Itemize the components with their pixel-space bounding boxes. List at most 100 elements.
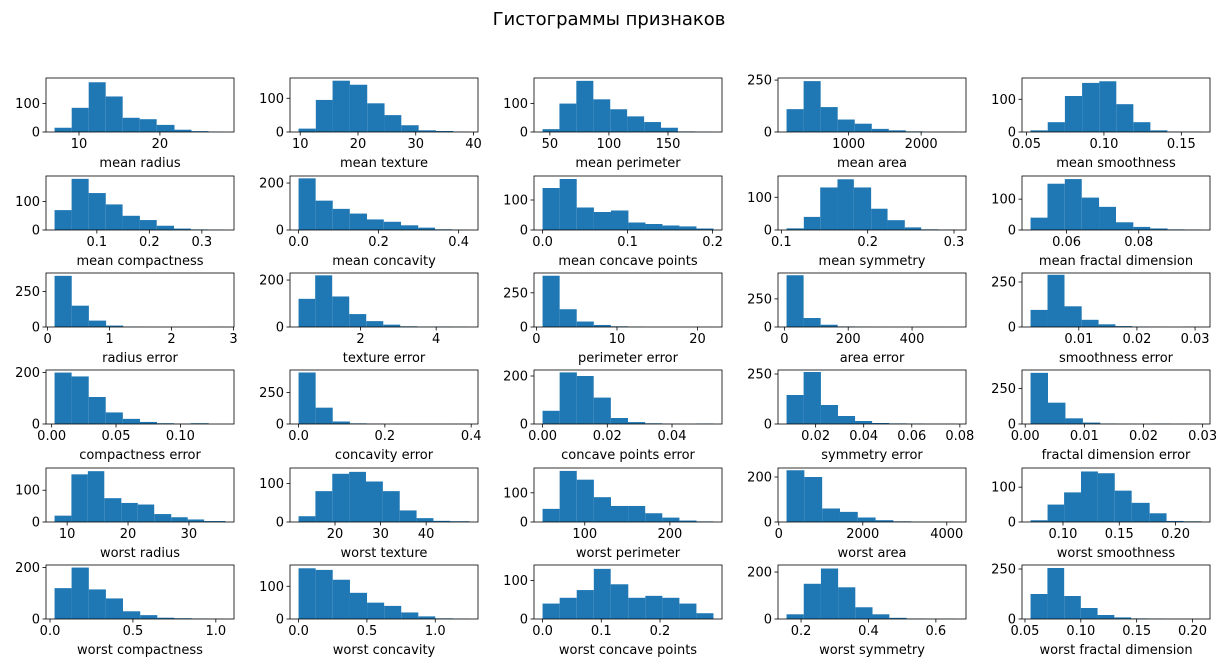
y-tick-label: 200 xyxy=(15,366,40,381)
x-tick-label: 0.4 xyxy=(448,235,469,250)
axes-frame xyxy=(777,369,967,425)
histogram-bar xyxy=(54,515,72,522)
histogram-bar xyxy=(187,519,205,522)
axes-frame xyxy=(777,564,967,620)
histogram-bar xyxy=(837,119,855,132)
histogram-bar xyxy=(610,109,628,132)
y-tick-label: 200 xyxy=(15,561,40,576)
histogram-bar xyxy=(820,187,838,230)
y-tick-label: 100 xyxy=(259,477,284,492)
axes-frame xyxy=(777,272,967,328)
y-tick-label: 250 xyxy=(747,368,772,383)
axes-frame xyxy=(533,77,723,133)
histogram-bar xyxy=(54,210,72,230)
histogram-panel: 0.10 0.15 0.20 0 100 worst smoothness xyxy=(991,467,1211,561)
histogram-bar xyxy=(122,418,140,424)
histogram-bar xyxy=(559,179,577,230)
histogram-bar xyxy=(661,127,678,132)
x-tick-label: 0.05 xyxy=(1010,624,1039,639)
x-axis-label: area error xyxy=(840,351,905,366)
histogram-bar xyxy=(576,80,594,132)
histogram-bar xyxy=(838,587,856,619)
histogram-bar xyxy=(174,228,191,230)
x-tick-label: 0.2 xyxy=(650,624,671,639)
x-axis-label: worst concave points xyxy=(559,643,697,658)
histogram-panel: 10 20 0 100 mean radius xyxy=(15,77,235,171)
histogram-bar xyxy=(105,412,123,424)
x-tick-label: 30 xyxy=(372,527,389,542)
y-tick-label: 0 xyxy=(32,613,40,628)
histogram-bar xyxy=(1064,179,1082,230)
histogram-bar xyxy=(872,423,890,424)
histogram-bar xyxy=(888,130,906,132)
axes-frame xyxy=(45,77,235,133)
axes-frame xyxy=(777,467,967,523)
histogram-bar xyxy=(366,321,384,327)
y-tick-label: 100 xyxy=(259,92,284,107)
histogram-bar xyxy=(1150,228,1168,230)
x-axis-label: worst perimeter xyxy=(576,546,681,561)
histogram-bar xyxy=(1166,520,1184,522)
histogram-bar xyxy=(1097,473,1115,522)
axes-frame xyxy=(289,467,479,523)
histogram-bar xyxy=(1114,490,1132,522)
histogram-bar xyxy=(418,616,436,619)
x-axis-label: texture error xyxy=(343,351,426,366)
x-tick-label: 0 xyxy=(775,527,783,542)
axes-frame xyxy=(1021,272,1211,328)
histogram-bar xyxy=(1030,309,1048,327)
histogram-bar xyxy=(803,318,821,327)
histogram-bar xyxy=(71,376,89,424)
x-tick-label: 0.0 xyxy=(532,235,553,250)
y-tick-label: 0 xyxy=(520,126,528,141)
histogram-panel: 20 30 40 0 100 worst texture xyxy=(259,467,479,561)
histogram-bar xyxy=(88,589,106,619)
x-tick-label: 0.04 xyxy=(849,429,878,444)
histogram-panel: 0.0 0.5 1.0 0 200 worst compactness xyxy=(15,561,235,658)
histogram-bar xyxy=(645,224,663,230)
y-tick-label: 250 xyxy=(747,292,772,307)
histogram-panel: 0.00 0.01 0.02 0.03 0 250 fractal dimension er… xyxy=(991,369,1217,463)
x-tick-label: 0.10 xyxy=(1089,137,1118,152)
histogram-bar xyxy=(576,207,594,230)
y-tick-label: 0 xyxy=(276,516,284,531)
histogram-bar xyxy=(416,518,434,522)
y-tick-label: 100 xyxy=(991,481,1016,496)
axes-frame xyxy=(1021,77,1211,133)
x-tick-label: 400 xyxy=(900,332,925,347)
x-tick-label: 10 xyxy=(609,332,626,347)
histogram-bar xyxy=(418,227,436,230)
y-tick-label: 0 xyxy=(520,224,528,239)
histogram-bar xyxy=(121,502,138,522)
histogram-bar xyxy=(315,569,333,619)
y-tick-label: 0 xyxy=(32,321,40,336)
x-tick-label: 3 xyxy=(229,332,237,347)
histogram-bar xyxy=(1114,617,1132,619)
histogram-bar xyxy=(576,590,594,619)
axes-frame xyxy=(289,369,479,425)
y-tick-label: 0 xyxy=(520,516,528,531)
y-tick-label: 0 xyxy=(764,126,772,141)
histogram-bar xyxy=(332,421,350,424)
histogram-bar xyxy=(542,508,560,522)
histogram-bar xyxy=(593,397,611,424)
x-tick-label: 0.2 xyxy=(139,235,160,250)
axes-frame xyxy=(533,467,723,523)
x-tick-label: 2000 xyxy=(905,137,938,152)
histogram-bar xyxy=(204,521,226,522)
y-tick-label: 0 xyxy=(1008,321,1016,336)
x-axis-label: fractal dimension error xyxy=(1042,448,1191,463)
histogram-bar xyxy=(54,275,72,327)
histogram-bar xyxy=(576,479,594,522)
histogram-panel: 0.0 0.1 0.2 0 100 worst concave points xyxy=(503,564,723,658)
y-tick-label: 0 xyxy=(764,613,772,628)
y-tick-label: 0 xyxy=(1008,418,1016,433)
histogram-bar xyxy=(542,188,560,230)
histogram-bar xyxy=(366,481,383,522)
histogram-bar xyxy=(1149,513,1167,522)
histogram-bar xyxy=(820,568,839,619)
x-tick-label: 0.10 xyxy=(1066,624,1095,639)
axes-frame xyxy=(777,77,967,133)
x-tick-label: 0.1 xyxy=(617,235,638,250)
